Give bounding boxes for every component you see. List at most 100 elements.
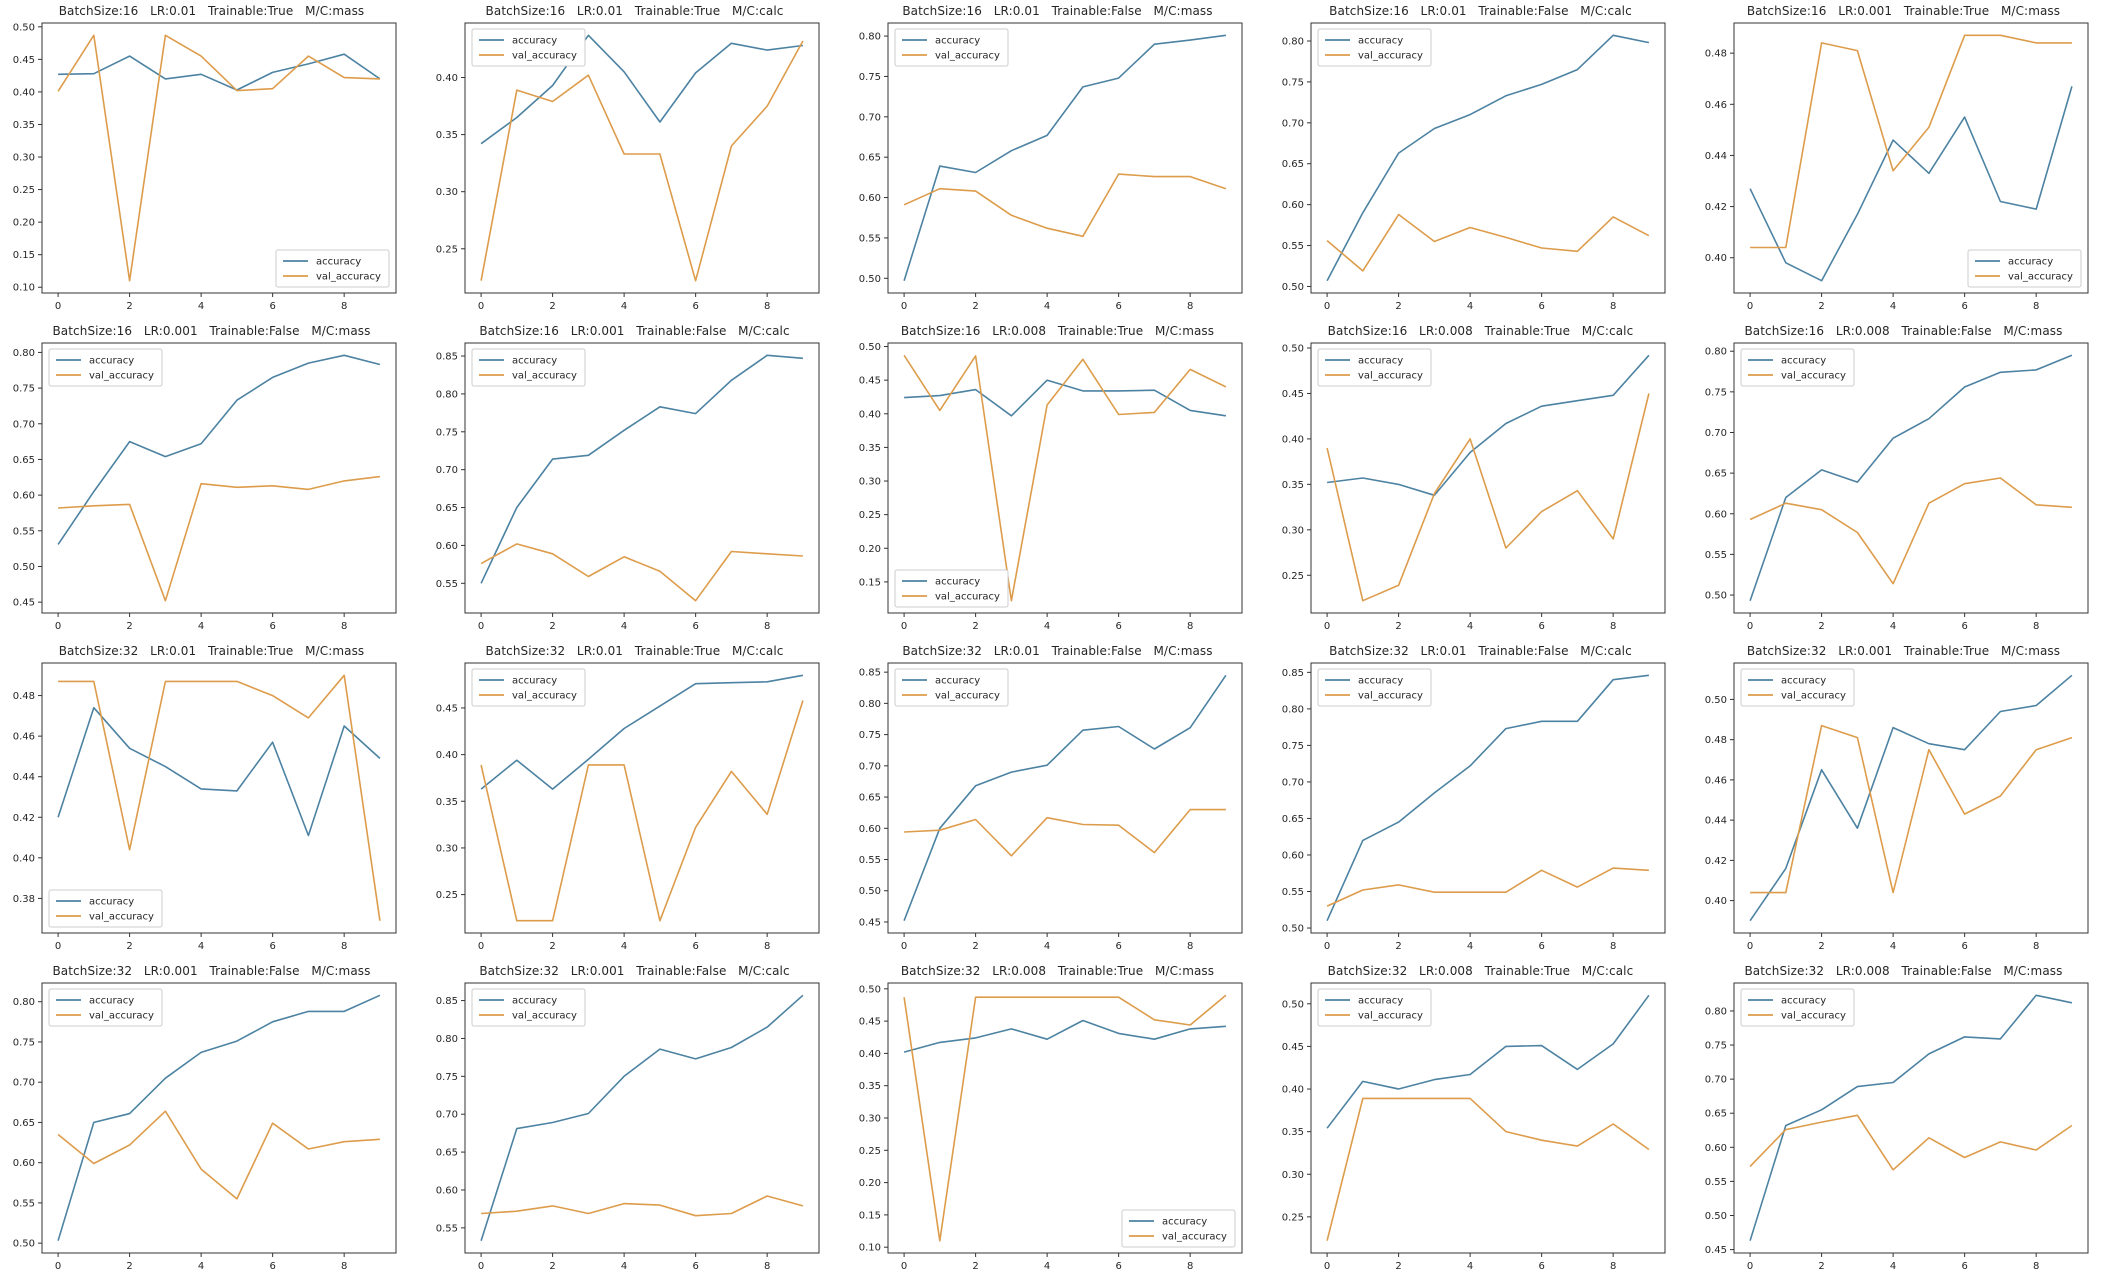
accuracy-line: [1749, 994, 2073, 1241]
x-tick-label: 6: [692, 621, 698, 632]
legend: accuracy val_accuracy: [894, 28, 1009, 67]
legend-box: [1740, 988, 1855, 1027]
x-tick-label: 2: [126, 621, 132, 632]
subplot-cell: BatchSize:16 LR:0.001 Trainable:False M/…: [423, 320, 846, 640]
y-tick-label: 0.75: [13, 1037, 35, 1048]
y-tick-label: 0.60: [1282, 200, 1304, 211]
val-accuracy-line: [1326, 1097, 1650, 1241]
accuracy-line: [1326, 674, 1649, 922]
y-tick-label: 0.55: [1705, 1177, 1727, 1188]
legend-label-val-accuracy: val_accuracy: [935, 51, 1000, 62]
y-tick-label: 0.48: [13, 691, 35, 702]
legend-label-val-accuracy: val_accuracy: [935, 691, 1000, 702]
y-tick-label: 0.45: [1705, 1245, 1727, 1256]
x-tick-label: 8: [764, 1261, 770, 1272]
legend: accuracy val_accuracy: [1740, 988, 1855, 1027]
x-tick-label: 8: [341, 941, 347, 952]
chart-title: BatchSize:32 LR:0.008 Trainable:False M/…: [1744, 964, 2063, 978]
x-tick-label: 4: [198, 621, 204, 632]
y-tick-label: 0.42: [1705, 202, 1727, 213]
x-tick-label: 6: [1538, 301, 1544, 312]
x-tick-label: 2: [549, 621, 555, 632]
plot-svg: 0.25 0.30 0.35 0.40 0 2 4 6 8 accuracy val_accurac…: [436, 22, 820, 312]
y-tick-label: 0.70: [859, 112, 881, 123]
y-tick-label: 0.50: [13, 22, 35, 33]
subplot-cell: BatchSize:32 LR:0.008 Trainable:True M/C…: [1269, 960, 1692, 1280]
axes-box: [1310, 342, 1666, 614]
y-tick-label: 0.75: [1282, 741, 1304, 752]
val-accuracy-line: [1326, 393, 1650, 602]
x-tick-label: 6: [1115, 941, 1121, 952]
y-tick-label: 0.45: [859, 1017, 881, 1028]
x-tick-label: 6: [1961, 941, 1967, 952]
y-tick-label: 0.80: [436, 389, 458, 400]
y-tick-label: 0.85: [859, 668, 881, 679]
x-tick-label: 6: [1115, 621, 1121, 632]
plot-svg: 0.45 0.50 0.55 0.60 0.65 0.70 0.75 0.80 0.85 0 2 4 6…: [859, 662, 1243, 952]
legend: accuracy val_accuracy: [1967, 249, 2082, 288]
y-tick-label: 0.70: [13, 1078, 35, 1089]
y-tick-label: 0.65: [13, 1118, 35, 1129]
x-tick-label: 6: [1961, 1261, 1967, 1272]
subplot-cell: BatchSize:32 LR:0.01 Trainable:False M/C…: [1269, 640, 1692, 960]
x-tick-label: 0: [1324, 1261, 1330, 1272]
y-tick-label: 0.65: [859, 793, 881, 804]
y-tick-label: 0.65: [436, 503, 458, 514]
legend-label-val-accuracy: val_accuracy: [89, 371, 154, 382]
plot-svg: 0.45 0.50 0.55 0.60 0.65 0.70 0.75 0.80 0 2 4 6 8 acc…: [13, 342, 397, 632]
accuracy-line: [480, 354, 803, 584]
accuracy-line: [1326, 354, 1650, 497]
x-tick-label: 0: [1324, 301, 1330, 312]
plot-svg: 0.38 0.40 0.42 0.44 0.46 0.48 0 2 4 6 8 accuracy val…: [13, 662, 397, 952]
y-tick-label: 0.40: [436, 73, 458, 84]
val-accuracy-line: [1749, 477, 2072, 585]
y-tick-label: 0.30: [1282, 1170, 1304, 1181]
chart-title: BatchSize:32 LR:0.008 Trainable:True M/C…: [900, 964, 1215, 978]
x-tick-label: 0: [55, 941, 61, 952]
legend: accuracy val_accuracy: [48, 889, 163, 928]
subplot-cell: BatchSize:16 LR:0.001 Trainable:False M/…: [0, 320, 423, 640]
y-tick-label: 0.60: [859, 193, 881, 204]
accuracy-line: [903, 674, 1227, 921]
subplot-cell: BatchSize:32 LR:0.008 Trainable:False M/…: [1692, 960, 2115, 1280]
legend-label-accuracy: accuracy: [89, 897, 134, 908]
x-tick-label: 8: [764, 301, 770, 312]
x-tick-label: 8: [1610, 941, 1616, 952]
y-tick-label: 0.55: [13, 1198, 35, 1209]
chart-title: BatchSize:16 LR:0.01 Trainable:True M/C:…: [58, 4, 365, 18]
legend-label-accuracy: accuracy: [1162, 1217, 1207, 1228]
x-tick-label: 8: [341, 621, 347, 632]
y-tick-label: 0.40: [1282, 434, 1304, 445]
y-tick-label: 0.30: [436, 187, 458, 198]
accuracy-line: [1326, 34, 1650, 282]
legend-box: [894, 668, 1009, 707]
y-tick-label: 0.44: [1705, 816, 1727, 827]
accuracy-line: [1326, 994, 1650, 1129]
x-tick-label: 2: [972, 941, 978, 952]
legend-box: [894, 569, 1009, 608]
y-tick-label: 0.75: [1705, 1041, 1727, 1052]
plot-svg: 0.50 0.55 0.60 0.65 0.70 0.75 0.80 0 2 4 6 8 accurac…: [1282, 22, 1666, 312]
legend-label-val-accuracy: val_accuracy: [1358, 691, 1423, 702]
legend: accuracy val_accuracy: [1121, 1209, 1236, 1248]
y-tick-label: 0.50: [1282, 924, 1304, 935]
x-tick-label: 0: [901, 301, 907, 312]
val-accuracy-line: [903, 994, 1227, 1242]
y-tick-label: 0.40: [1705, 896, 1727, 907]
legend-label-val-accuracy: val_accuracy: [1358, 371, 1423, 382]
legend-label-accuracy: accuracy: [89, 356, 134, 367]
plot-svg: 0.25 0.30 0.35 0.40 0.45 0.50 0 2 4 6 8 accuracy val…: [1282, 342, 1666, 632]
y-tick-label: 0.40: [13, 87, 35, 98]
y-tick-label: 0.20: [13, 218, 35, 229]
axes-box: [464, 982, 820, 1254]
y-tick-label: 0.35: [859, 1081, 881, 1092]
accuracy-line: [480, 994, 804, 1241]
subplot-cell: BatchSize:32 LR:0.001 Trainable:False M/…: [0, 960, 423, 1280]
x-tick-label: 4: [1044, 621, 1050, 632]
y-tick-label: 0.40: [1705, 253, 1727, 264]
chart-title: BatchSize:32 LR:0.01 Trainable:True M/C:…: [58, 644, 365, 658]
y-tick-label: 0.60: [859, 824, 881, 835]
x-tick-label: 8: [2033, 941, 2039, 952]
y-tick-label: 0.80: [1282, 704, 1304, 715]
legend: accuracy val_accuracy: [471, 988, 586, 1027]
